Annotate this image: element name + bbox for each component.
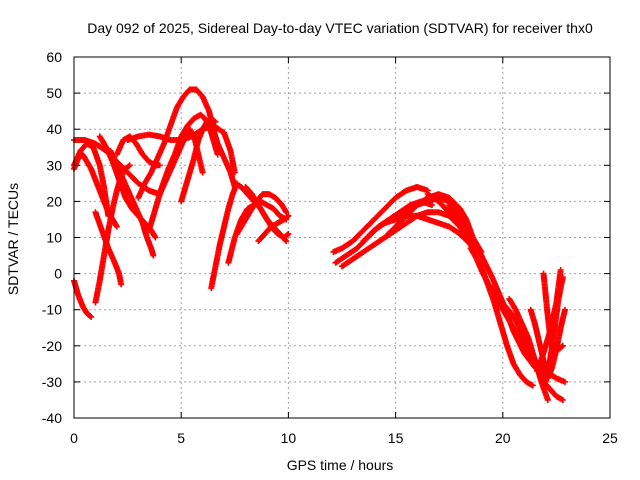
series-track-21 — [330, 183, 431, 255]
x-tick-label: 15 — [388, 430, 404, 446]
data-point — [152, 234, 159, 241]
x-tick-label: 0 — [70, 430, 78, 446]
series-track-29 — [467, 245, 536, 389]
series-track-08 — [92, 209, 125, 288]
y-tick-label: 40 — [46, 121, 62, 137]
y-tick-label: 60 — [46, 49, 62, 65]
data-point — [529, 382, 536, 389]
y-tick-label: -30 — [42, 374, 62, 390]
data-point — [150, 252, 157, 259]
series-track-04 — [71, 277, 95, 320]
data-point — [214, 151, 221, 158]
data-point — [285, 230, 292, 237]
data-point — [113, 223, 120, 230]
y-tick-label: 10 — [46, 230, 62, 246]
data-point — [285, 212, 292, 219]
data-point — [561, 306, 568, 313]
y-tick-label: 50 — [46, 85, 62, 101]
data-point — [561, 378, 568, 385]
y-tick-label: 0 — [54, 266, 62, 282]
data-point — [283, 209, 290, 216]
data-point — [283, 238, 290, 245]
data-point — [211, 118, 218, 125]
data-markers — [71, 86, 568, 403]
series-track-05 — [92, 162, 133, 306]
data-point — [88, 313, 95, 320]
series-track-19 — [242, 183, 292, 241]
x-axis-label: GPS time / hours — [287, 457, 394, 473]
x-tick-label: 10 — [281, 430, 297, 446]
data-point — [558, 343, 565, 350]
data-point — [199, 169, 206, 176]
series-track-07 — [107, 147, 157, 259]
data-point — [126, 162, 133, 169]
y-axis-label: SDTVAR / TECUs — [5, 183, 21, 295]
data-point — [87, 313, 94, 320]
data-point — [284, 231, 291, 238]
y-tick-label: -20 — [42, 338, 62, 354]
y-tick-label: 30 — [46, 157, 62, 173]
data-point — [212, 118, 219, 125]
series-track-20 — [255, 212, 292, 245]
data-point — [559, 342, 566, 349]
series-track-03 — [71, 151, 120, 230]
x-tick-label: 5 — [177, 430, 185, 446]
data-point — [544, 396, 551, 403]
y-tick-label: 20 — [46, 193, 62, 209]
data-point — [284, 213, 291, 220]
series-track-35 — [542, 274, 566, 385]
data-point — [557, 266, 564, 273]
chart-title: Day 092 of 2025, Sidereal Day-to-day VTE… — [87, 20, 593, 36]
series-track-14 — [178, 115, 219, 205]
data-point — [559, 274, 566, 281]
y-tick-label: -10 — [42, 302, 62, 318]
x-tick-label: 25 — [602, 430, 618, 446]
data-point — [559, 396, 566, 403]
data-point — [125, 163, 132, 170]
data-point — [118, 281, 125, 288]
x-axis-ticks: 0 5 10 15 20 25 — [70, 57, 618, 446]
y-axis-ticks: -40 -30 -20 -10 0 10 20 30 40 50 60 — [42, 49, 610, 426]
x-tick-label: 20 — [495, 430, 511, 446]
data-point — [156, 162, 163, 169]
y-tick-label: -40 — [42, 410, 62, 426]
series-track-15 — [208, 180, 240, 292]
